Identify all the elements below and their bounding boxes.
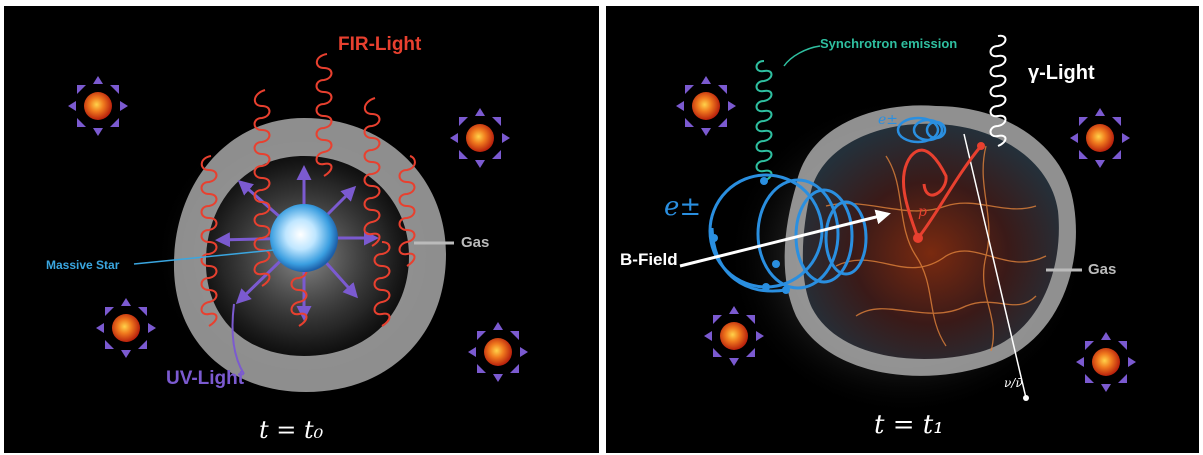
left-panel: FIR-Light Massive Star Gas UV-Light t = … (4, 6, 599, 453)
small-star-icon (84, 92, 112, 120)
uv-leader (231, 303, 245, 375)
gas-label-left: Gas (461, 234, 490, 251)
left-illustration (68, 53, 528, 396)
remnant-filaments (825, 145, 1047, 352)
bfield-label: B-Field (620, 250, 678, 269)
massive-star (270, 204, 338, 272)
time-t1-label: t = t₁ (874, 410, 944, 440)
neutrino-path (963, 133, 1027, 399)
right-panel: Synchrotron emission γ-Light e± e± p B-F… (606, 6, 1199, 453)
proton-path (902, 145, 983, 239)
synchrotron-leader (783, 45, 821, 67)
time-t0-label: t = t₀ (259, 416, 324, 444)
uv-light-label: UV-Light (166, 368, 245, 389)
right-illustration (676, 34, 1136, 416)
electron-small-label: e± (878, 112, 899, 128)
fir-light-label: FIR-Light (338, 34, 422, 55)
gamma-light-label: γ-Light (1028, 62, 1095, 84)
synchrotron-label: Synchrotron emission (820, 36, 958, 51)
electron-label: e± (664, 192, 702, 222)
proton-label: p (918, 204, 927, 220)
gamma-helix (989, 34, 1007, 147)
massive-star-leader (133, 249, 275, 265)
bfield-arrow (679, 209, 891, 268)
neutrino-endpoint (1023, 395, 1029, 401)
proton-source (913, 233, 923, 243)
neutrino-label: ν/ν̄ (1004, 376, 1023, 390)
supernova-remnant (802, 123, 1059, 360)
synchrotron-helix (755, 60, 773, 182)
small-star-group (68, 76, 528, 382)
gas-label-right: Gas (1088, 261, 1117, 278)
radiation-arrows-icon (68, 76, 128, 136)
small-star-group-right (676, 76, 1136, 392)
massive-star-label: Massive Star (46, 258, 120, 272)
electron-markers (710, 177, 790, 294)
small-electron-spiral (896, 116, 947, 144)
